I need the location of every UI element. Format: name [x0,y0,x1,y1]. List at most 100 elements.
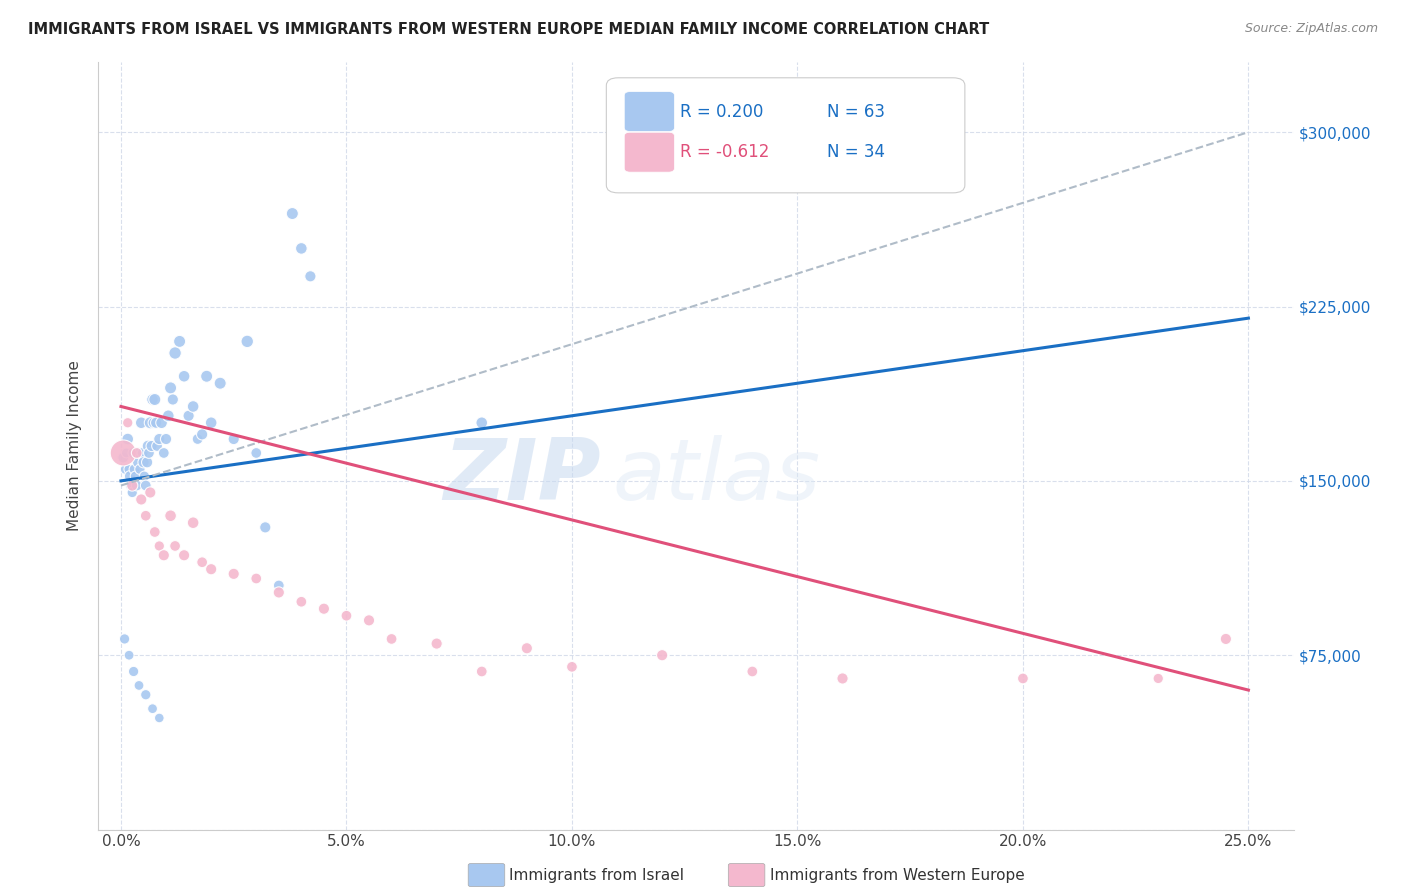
Point [245,446,267,460]
Text: Immigrants from Western Europe: Immigrants from Western Europe [770,868,1025,882]
Text: R = 0.200: R = 0.200 [681,103,763,120]
Point [141,439,163,453]
Point [136,439,159,453]
Point [120,478,142,492]
Point [122,665,145,679]
Text: Immigrants from Israel: Immigrants from Israel [509,868,683,882]
Point [128,678,150,692]
Point [290,595,312,609]
Point [146,439,169,453]
Point [222,566,245,581]
Text: ZIP: ZIP [443,435,600,518]
Point [267,578,290,592]
Point [139,416,162,430]
Point [129,416,152,430]
Point [254,520,277,534]
Y-axis label: Median Family Income: Median Family Income [67,360,83,532]
Point [165,539,187,553]
Point [173,369,195,384]
Point [191,427,214,442]
FancyBboxPatch shape [606,78,965,193]
Point [281,206,304,220]
Point [136,455,159,469]
Point [135,508,157,523]
Point [115,446,138,460]
Point [142,416,165,430]
Point [112,450,135,465]
Point [127,455,149,469]
Point [117,432,139,446]
Point [128,446,150,460]
Point [122,446,145,460]
Point [380,632,402,646]
Point [132,455,155,469]
Point [245,572,267,586]
Point [651,648,673,663]
Point [831,672,853,686]
Point [153,548,176,562]
Point [299,269,322,284]
Point [209,376,232,391]
Point [124,462,146,476]
Point [357,613,380,627]
Point [426,637,449,651]
Point [131,446,153,460]
Point [561,660,583,674]
Point [155,432,177,446]
Point [290,241,312,255]
Point [129,462,152,476]
Point [1012,672,1035,686]
Point [200,416,222,430]
Text: atlas: atlas [613,435,820,518]
Point [159,381,181,395]
Point [267,585,290,599]
Point [139,485,162,500]
Point [222,432,245,446]
Point [143,392,166,407]
Point [335,608,357,623]
Point [124,469,146,483]
Point [118,648,141,663]
Text: IMMIGRANTS FROM ISRAEL VS IMMIGRANTS FROM WESTERN EUROPE MEDIAN FAMILY INCOME CO: IMMIGRANTS FROM ISRAEL VS IMMIGRANTS FRO… [28,22,990,37]
Point [118,469,141,483]
Point [135,688,157,702]
Point [118,462,141,476]
Point [200,562,222,576]
Point [117,416,139,430]
FancyBboxPatch shape [624,92,675,131]
Point [121,485,143,500]
Point [191,555,214,569]
Point [125,478,148,492]
Point [141,701,163,715]
Point [169,334,191,349]
Point [312,601,335,615]
Point [141,392,163,407]
Point [114,632,136,646]
Point [143,524,166,539]
Text: R = -0.612: R = -0.612 [681,144,770,161]
Point [177,409,200,423]
Point [516,641,538,656]
Point [135,478,157,492]
Point [153,446,176,460]
Text: N = 63: N = 63 [827,103,886,120]
Point [181,400,204,414]
Point [157,409,180,423]
Point [195,369,218,384]
Point [112,446,135,460]
Point [741,665,763,679]
Point [134,469,156,483]
Point [148,711,170,725]
Point [148,539,170,553]
Point [114,462,136,476]
Point [129,492,152,507]
Point [162,392,184,407]
Point [165,346,187,360]
Point [1147,672,1170,686]
Point [471,416,494,430]
Point [150,416,173,430]
Point [1215,632,1237,646]
Point [121,478,143,492]
Point [138,446,160,460]
Text: Source: ZipAtlas.com: Source: ZipAtlas.com [1244,22,1378,36]
